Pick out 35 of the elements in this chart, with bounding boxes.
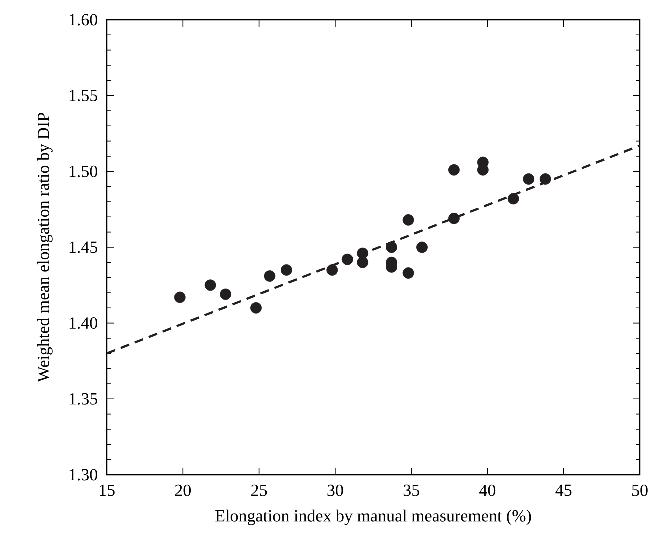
point (326, 264, 338, 276)
x-tick-label: 50 (632, 484, 648, 496)
x-tick-label: 45 (556, 484, 572, 496)
point (357, 256, 369, 268)
point (402, 268, 414, 279)
y-tick-label: 1.35 (70, 393, 98, 405)
x-tick-label: 35 (404, 484, 420, 496)
y-tick-label: 1.45 (70, 242, 98, 254)
y-tick-label: 1.30 (70, 469, 98, 481)
x-tick-label: 25 (252, 484, 268, 496)
x-tick-label: 40 (480, 484, 496, 496)
point (448, 164, 460, 176)
y-axis-title: Weighted mean elongation ratio by DIP (37, 113, 53, 383)
x-tick-label: 20 (175, 484, 192, 496)
y-tick-label: 1.50 (70, 166, 98, 178)
y-tick-label: 1.40 (70, 318, 98, 330)
y-tick-label: 1.60 (70, 14, 98, 26)
point (448, 212, 460, 224)
point (540, 174, 552, 185)
point (508, 193, 520, 205)
y-tick-label: 1.55 (70, 90, 98, 102)
point (250, 302, 262, 314)
point (220, 288, 232, 300)
point (174, 292, 186, 304)
point (204, 280, 216, 292)
point (264, 270, 276, 282)
x-axis-title: Elongation index by manual measurement (%) (216, 510, 532, 526)
point (523, 174, 535, 185)
point (402, 214, 414, 226)
point (342, 254, 354, 266)
point (416, 242, 428, 254)
point (386, 242, 398, 254)
x-tick-label: 30 (328, 484, 344, 496)
point (281, 264, 292, 276)
x-tick-label: 15 (100, 484, 115, 496)
